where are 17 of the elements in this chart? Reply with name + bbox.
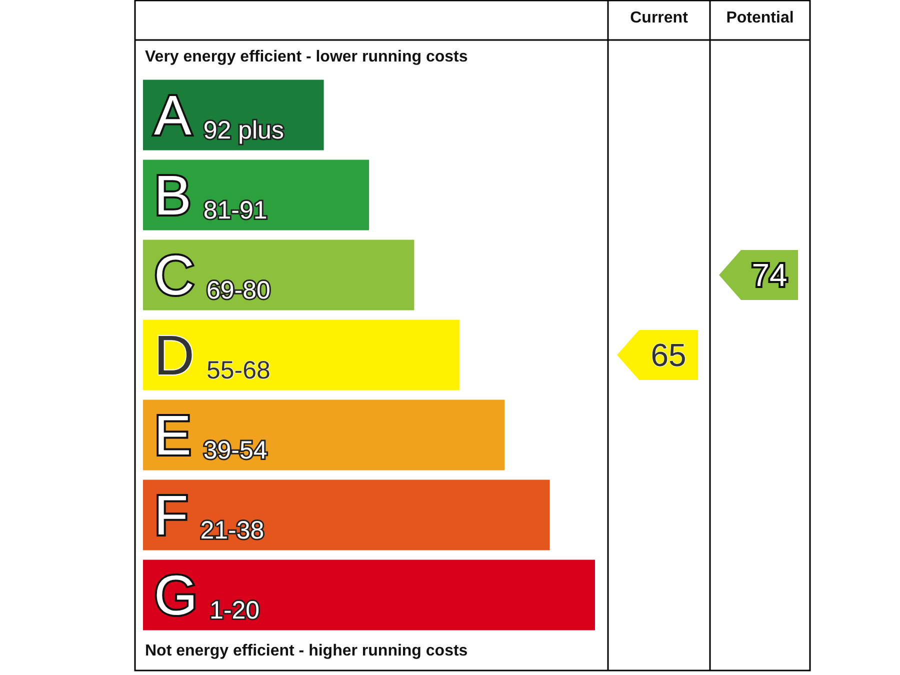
text: Current xyxy=(630,10,689,26)
text: Potential xyxy=(726,10,794,26)
bar xyxy=(143,400,505,470)
text: 74 xyxy=(752,257,788,293)
y-tick-label: A 92 plus xyxy=(154,84,284,146)
y-tick-label: E 39-54 xyxy=(154,404,268,466)
text: Not energy efficient - higher running costs xyxy=(145,642,468,660)
bar xyxy=(143,560,595,630)
text: 65 xyxy=(650,337,686,373)
y-tick-label: D 55-68 xyxy=(154,324,270,386)
bar xyxy=(143,320,460,390)
y-tick-label: B 81-91 xyxy=(154,164,268,226)
y-tick-label: F 21-38 xyxy=(154,484,264,546)
y-tick-label: G 1-20 xyxy=(154,564,260,626)
bar xyxy=(143,480,550,550)
y-tick-label: C 69-80 xyxy=(154,244,270,306)
text: Very energy efficient - lower running costs xyxy=(145,48,468,66)
